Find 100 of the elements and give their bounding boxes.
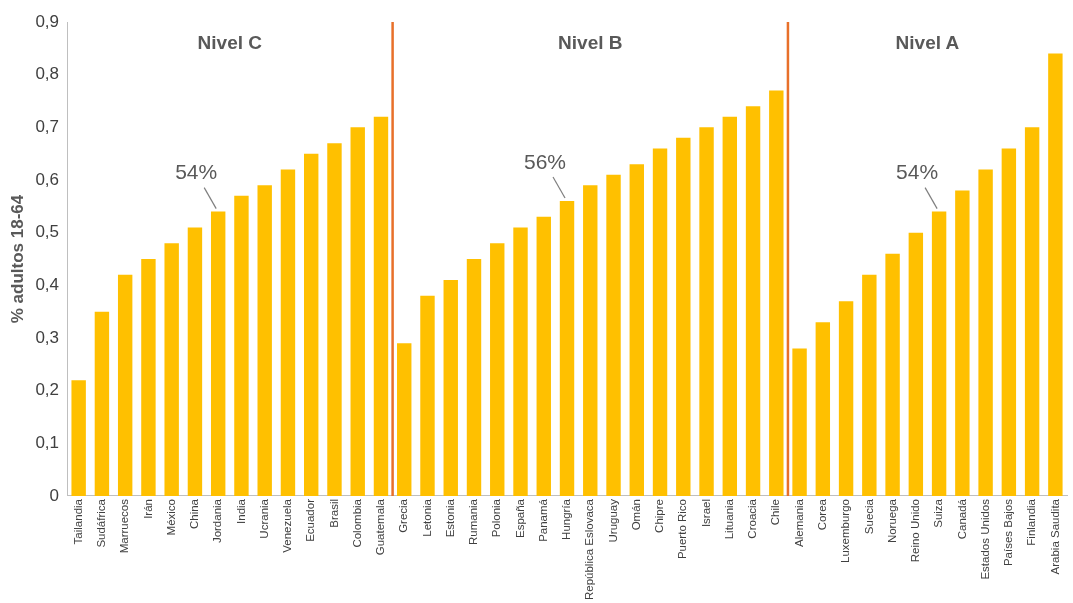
bar [234,195,249,496]
x-tick-label: Corea [815,498,828,531]
x-tick-label: Suiza [932,498,945,528]
bar [1024,127,1040,496]
x-tick-label: Ucrania [257,498,270,539]
x-tick-label: Croacia [746,498,759,539]
x-tick-label: México [164,499,177,536]
bar [141,259,156,496]
bar [955,190,970,496]
bar [931,211,947,496]
bar [187,227,203,496]
bar [117,274,133,496]
x-tick-label: Israel [699,499,712,528]
bar [350,127,365,496]
bar [745,106,761,496]
bar [978,169,993,496]
bar [490,243,505,496]
x-tick-label: Letonia [420,498,433,537]
bar [443,280,458,496]
x-tick-label: Hungría [560,498,573,540]
annotation: 54% [896,160,939,184]
bar [1048,53,1063,496]
x-tick-label: Luxemburgo [839,499,852,563]
x-tick-label: España [513,498,526,539]
bar [94,311,110,496]
x-tick-label: Lituania [722,498,735,540]
bar [559,201,575,496]
y-tick-label: 0,7 [35,117,60,137]
y-tick-label: 0 [49,485,60,505]
bar [862,274,877,496]
annotation: 54% [175,160,218,184]
x-tick-label: Irán [141,499,154,519]
x-tick-label: Tailandia [71,498,84,545]
x-tick-label: Rumania [467,498,480,546]
bar [652,148,668,496]
x-tick-label: Guatemala [374,498,387,556]
bar [304,153,319,496]
x-tick-label: Noruega [885,498,898,544]
y-axis-title: % adultos 18-64 [7,194,27,324]
bar [1001,148,1017,496]
x-tick-label: China [188,498,201,530]
x-tick-label: Grecia [397,498,410,533]
annotation: 56% [524,149,567,173]
y-tick-label: 0,6 [35,169,60,189]
bar [815,322,831,496]
x-tick-label: India [234,498,247,524]
x-tick-label: Finlandia [1025,498,1038,546]
annotation: Nivel B [558,32,623,54]
x-tick-label: Arabia Saudita [1048,498,1061,575]
x-tick-label: Reino Unido [909,499,922,563]
bar [908,232,924,496]
y-tick-label: 0,9 [35,11,60,31]
bar [257,185,272,496]
bar [699,127,714,496]
x-tick-label: Marruecos [118,498,131,554]
y-tick-label: 0,8 [35,64,60,84]
bar [327,143,342,496]
y-tick-label: 0,4 [35,275,60,295]
bar [536,216,551,496]
x-tick-label: Canadá [955,498,968,540]
x-tick-label: Omán [629,499,642,531]
annotation: Nivel A [895,32,960,54]
x-tick-label: Países Bajos [1002,498,1015,567]
x-tick-label: Chile [769,499,782,526]
x-tick-label: Suecia [862,498,875,535]
x-tick-label: Ecuador [304,498,317,542]
x-tick-label: Polonia [490,498,503,538]
bar [629,164,644,496]
x-tick-label: Colombia [350,498,363,548]
x-tick-label: Venezuela [281,498,294,553]
x-tick-label: Panamá [536,498,549,542]
bar [71,380,86,496]
x-tick-label: Brasil [327,499,340,528]
bar [885,253,900,496]
bar [676,137,691,496]
bar [838,301,854,496]
x-tick-label: Puerto Rico [676,499,689,560]
x-tick-label: Estonia [443,498,456,538]
x-tick-label: República Eslovaca [583,498,596,601]
bar [792,348,807,496]
bar [280,169,296,496]
y-tick-label: 0,1 [35,433,60,453]
x-tick-label: Chipre [653,499,666,533]
x-tick-label: Sudáfrica [95,498,108,548]
y-tick-label: 0,3 [35,327,60,347]
x-tick-label: Alemania [792,498,805,547]
bar [466,259,482,496]
x-tick-label: Uruguay [606,498,619,543]
annotation: Nivel C [197,32,263,54]
x-tick-label: Jordania [211,498,224,544]
bar [164,243,179,496]
bar [513,227,528,496]
bar [420,295,435,496]
bar [606,174,621,496]
y-tick-label: 0,5 [35,222,60,242]
bar [583,185,598,496]
bar [397,343,412,496]
y-tick-label: 0,2 [35,380,60,400]
bar [210,211,226,496]
x-tick-label: Estados Unidos [978,498,991,580]
